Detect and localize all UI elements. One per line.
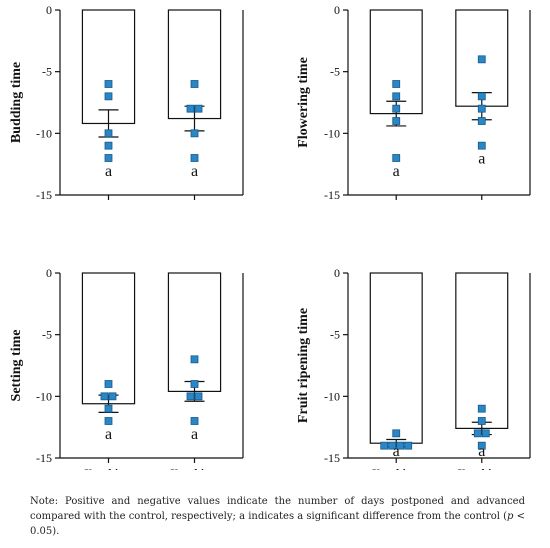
data-point — [477, 404, 486, 413]
bar — [455, 272, 509, 429]
data-point — [190, 380, 199, 388]
x-tick-label: Xanthium — [456, 466, 507, 470]
data-point — [477, 441, 486, 450]
data-point — [190, 154, 199, 162]
x-tick-label: Xanthium — [82, 466, 133, 470]
data-point — [194, 392, 203, 401]
data-point — [104, 417, 113, 425]
data-point — [392, 429, 401, 438]
data-point — [190, 417, 199, 425]
y-tick-label: -10 — [324, 126, 340, 140]
y-tick-label: -10 — [36, 389, 52, 403]
data-point — [186, 392, 195, 401]
chart-panel: 0 -5 -10 -15 Budding time a a — [9, 3, 244, 202]
bar — [167, 272, 222, 393]
y-tick-label: -10 — [36, 126, 52, 140]
y-tick-label: -5 — [330, 65, 340, 79]
y-tick-label: -15 — [36, 188, 52, 202]
data-point — [392, 92, 401, 101]
y-tick-label: 0 — [334, 266, 340, 280]
y-tick-label: -15 — [324, 188, 340, 202]
note-p-tail: < 0.05). — [30, 511, 525, 537]
data-point — [388, 441, 397, 450]
data-point — [477, 117, 486, 125]
figure-note: Note: Positive and negative values indic… — [30, 494, 525, 539]
data-point — [190, 355, 199, 364]
data-point — [104, 154, 113, 162]
data-point — [473, 429, 482, 438]
y-tick-label: -10 — [324, 389, 340, 403]
y-tick-label: -5 — [42, 328, 52, 342]
y-tick-label: -5 — [42, 65, 52, 79]
bar — [81, 9, 136, 125]
data-point — [380, 441, 389, 450]
bar — [369, 272, 423, 444]
data-point — [392, 80, 401, 88]
data-point — [100, 392, 109, 401]
y-axis-title: Budding time — [9, 62, 24, 143]
data-point — [477, 141, 486, 150]
data-point — [190, 129, 199, 138]
data-point — [396, 441, 405, 450]
y-tick-label: 0 — [46, 3, 52, 17]
significance-letter: a — [478, 443, 485, 460]
figure-panels: 0 -5 -10 -15 Budding time a a 0 -5 -10 -15 Flowerin… — [9, 3, 531, 470]
data-point — [104, 129, 113, 138]
note-text: Note: Positive and negative values indic… — [30, 496, 525, 522]
data-point — [481, 429, 490, 438]
data-point — [104, 141, 113, 150]
data-point — [392, 104, 401, 113]
y-tick-label: 0 — [46, 266, 52, 280]
data-point — [477, 92, 486, 101]
chart-panel: 0 -5 -10 -15 Flowering time a a — [296, 3, 531, 202]
data-point — [190, 80, 199, 88]
data-point — [104, 380, 113, 388]
data-point — [392, 154, 401, 162]
y-axis-title: Flowering time — [296, 57, 311, 148]
data-point — [392, 117, 401, 125]
data-point — [194, 104, 203, 113]
data-point — [477, 104, 486, 113]
data-point — [104, 80, 113, 88]
y-tick-label: -15 — [36, 451, 52, 465]
y-tick-label: 0 — [334, 3, 340, 17]
y-axis-title: Fruit ripening time — [296, 308, 311, 423]
significance-letter: a — [191, 163, 198, 180]
data-point — [404, 441, 413, 450]
data-point — [477, 55, 486, 64]
significance-letter: a — [105, 163, 112, 180]
x-tick-label: Xanthium — [168, 466, 219, 470]
y-tick-label: -5 — [330, 328, 340, 342]
significance-letter: a — [393, 163, 400, 180]
data-point — [104, 92, 113, 101]
data-point — [108, 392, 117, 401]
note-p-symbol: p — [507, 511, 514, 522]
significance-letter: a — [105, 426, 112, 443]
significance-letter: a — [191, 426, 198, 443]
x-tick-label: Xanthium — [370, 466, 421, 470]
data-point — [104, 404, 113, 413]
data-point — [477, 417, 486, 425]
y-axis-title: Setting time — [9, 330, 24, 402]
data-point — [186, 104, 195, 113]
significance-letter: a — [478, 151, 485, 168]
y-tick-label: -15 — [324, 451, 340, 465]
significance-letter: a — [393, 443, 400, 460]
bar — [167, 9, 222, 120]
